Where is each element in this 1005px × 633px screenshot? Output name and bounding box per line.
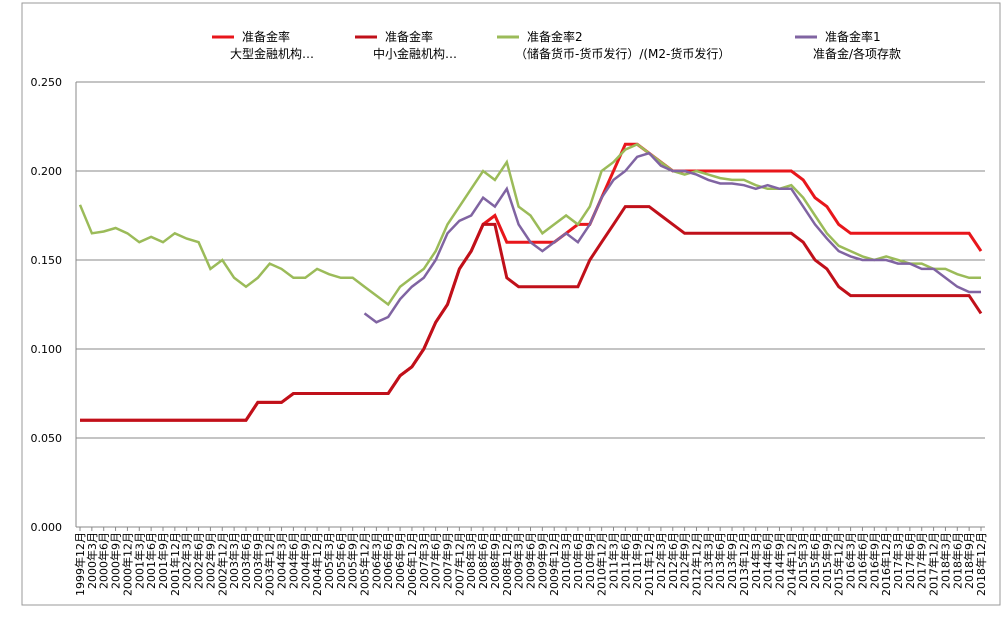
x-tick-label: 2011年3月 <box>606 532 620 589</box>
x-tick-label: 2000年9月 <box>109 532 123 589</box>
x-tick-label: 2006年12月 <box>405 532 419 596</box>
x-tick-label: 2018年6月 <box>950 532 964 589</box>
x-tick-label: 2008年3月 <box>464 532 478 589</box>
x-tick-label: 2017年12月 <box>927 532 941 596</box>
x-tick-label: 2011年12月 <box>642 532 656 596</box>
x-tick-label: 2007年6月 <box>429 532 443 589</box>
x-tick-label: 2005年6月 <box>334 532 348 589</box>
x-tick-label: 2017年6月 <box>903 532 917 589</box>
x-tick-label: 2004年3月 <box>275 532 289 589</box>
chart-frame <box>21 2 1001 606</box>
legend-entry: 准备金率大型金融机构… <box>212 29 314 61</box>
y-tick-label: 0.050 <box>31 432 63 445</box>
x-tick-label: 2015年6月 <box>808 532 822 589</box>
x-tick-label: 2001年6月 <box>144 532 158 589</box>
y-tick-label: 0.150 <box>31 254 63 267</box>
x-tick-label: 2000年6月 <box>97 532 111 589</box>
x-tick-label: 2013年9月 <box>725 532 739 589</box>
x-tick-label: 2007年12月 <box>452 532 466 596</box>
x-tick-label: 2000年3月 <box>85 532 99 589</box>
x-tick-label: 2013年6月 <box>713 532 727 589</box>
x-tick-label: 2002年6月 <box>192 532 206 589</box>
legend-entry: 准备金率中小金融机构… <box>355 29 457 61</box>
x-tick-label: 2018年12月 <box>974 532 988 596</box>
y-tick-label: 0.200 <box>31 165 63 178</box>
legend-label: 准备金率大型金融机构… <box>230 29 314 61</box>
x-tick-label: 2003年3月 <box>227 532 241 589</box>
x-tick-label: 2008年9月 <box>488 532 502 589</box>
x-tick-label: 2016年9月 <box>867 532 881 589</box>
y-tick-label: 0.100 <box>31 343 63 356</box>
x-tick-label: 2002年12月 <box>215 532 229 596</box>
series-line <box>363 151 981 324</box>
x-tick-label: 2017年9月 <box>915 532 929 589</box>
x-tick-label: 2007年3月 <box>417 532 431 589</box>
x-tick-label: 2014年3月 <box>749 532 763 589</box>
x-tick-label: 2016年12月 <box>879 532 893 596</box>
x-tick-label: 2010年6月 <box>571 532 585 589</box>
x-tick-label: 2009年3月 <box>512 532 526 589</box>
x-tick-label: 2005年9月 <box>346 532 360 589</box>
x-tick-label: 2014年12月 <box>784 532 798 596</box>
y-tick-label: 0.250 <box>31 76 63 89</box>
x-tick-label: 2016年6月 <box>855 532 869 589</box>
x-tick-label: 2001年9月 <box>156 532 170 589</box>
x-tick-label: 2007年9月 <box>441 532 455 589</box>
x-tick-label: 2003年9月 <box>251 532 265 589</box>
legend-entry: 准备金率2 （储备货币-货币发行）/(M2-货币发行） <box>497 29 730 61</box>
x-tick-label: 2012年12月 <box>689 532 703 596</box>
x-tick-label: 2006年6月 <box>381 532 395 589</box>
x-tick-label: 2013年12月 <box>737 532 751 596</box>
x-tick-label: 2009年9月 <box>535 532 549 589</box>
x-tick-label: 2000年12月 <box>120 532 134 596</box>
x-tick-label: 2004年6月 <box>286 532 300 589</box>
series-line <box>78 142 981 307</box>
x-tick-label: 2006年3月 <box>369 532 383 589</box>
x-tick-label: 2018年9月 <box>962 532 976 589</box>
x-tick-label: 2005年12月 <box>358 532 372 596</box>
x-tick-label: 2012年9月 <box>678 532 692 589</box>
x-tick-label: 2011年6月 <box>618 532 632 589</box>
x-tick-label: 2014年6月 <box>761 532 775 589</box>
x-tick-label: 2018年3月 <box>938 532 952 589</box>
x-tick-label: 2002年9月 <box>203 532 217 589</box>
x-tick-label: 2009年12月 <box>547 532 561 596</box>
x-tick-label: 2005年3月 <box>322 532 336 589</box>
legend-entry: 准备金率1 准备金/各项存款 <box>795 29 901 61</box>
x-tick-label: 2010年12月 <box>595 532 609 596</box>
x-tick-label: 2003年12月 <box>263 532 277 596</box>
x-tick-label: 2015年3月 <box>796 532 810 589</box>
x-tick-label: 2016年3月 <box>844 532 858 589</box>
x-tick-label: 2004年9月 <box>298 532 312 589</box>
x-tick-label: 2010年3月 <box>559 532 573 589</box>
legend-label: 准备金率中小金融机构… <box>373 29 457 61</box>
x-tick-label: 2002年3月 <box>180 532 194 589</box>
x-tick-label: 2014年9月 <box>772 532 786 589</box>
x-tick-label: 2015年12月 <box>832 532 846 596</box>
x-tick-label: 2010年9月 <box>583 532 597 589</box>
x-tick-label: 2011年9月 <box>630 532 644 589</box>
x-tick-label: 2008年12月 <box>500 532 514 596</box>
x-tick-label: 2013年3月 <box>701 532 715 589</box>
x-tick-label: 2012年6月 <box>666 532 680 589</box>
x-tick-label: 2015年9月 <box>820 532 834 589</box>
x-tick-label: 2003年6月 <box>239 532 253 589</box>
x-tick-label: 2004年12月 <box>310 532 324 596</box>
legend-label: 准备金率2 （储备货币-货币发行）/(M2-货币发行） <box>515 29 730 61</box>
x-tick-label: 2008年6月 <box>476 532 490 589</box>
x-tick-label: 2006年9月 <box>393 532 407 589</box>
y-tick-label: 0.000 <box>31 521 63 534</box>
series-line <box>80 205 983 422</box>
legend-label: 准备金率1 准备金/各项存款 <box>813 29 901 61</box>
x-tick-label: 2009年6月 <box>524 532 538 589</box>
x-tick-label: 2001年3月 <box>132 532 146 589</box>
x-tick-label: 2012年3月 <box>654 532 668 589</box>
x-tick-label: 2001年12月 <box>168 532 182 596</box>
x-tick-label: 1999年12月 <box>73 532 87 596</box>
x-tick-label: 2017年3月 <box>891 532 905 589</box>
